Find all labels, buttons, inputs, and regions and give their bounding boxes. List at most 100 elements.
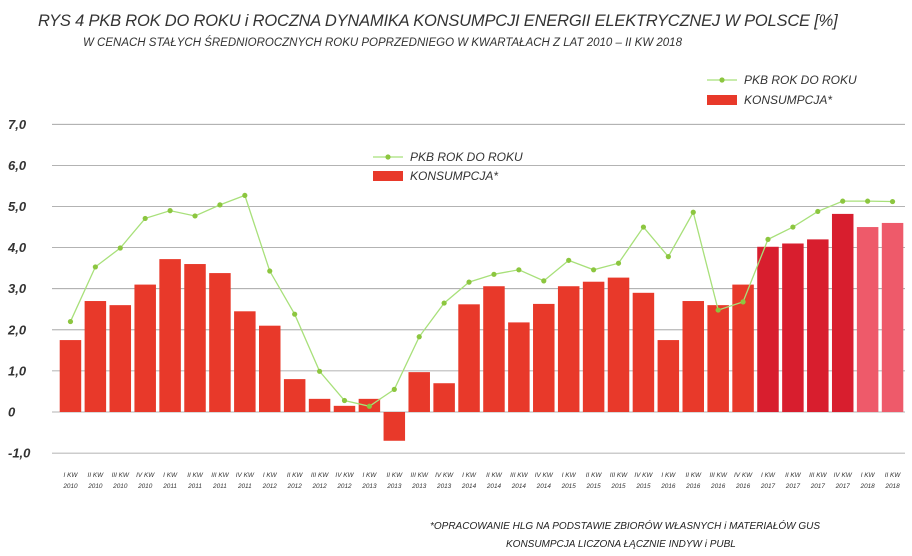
- source-note: *OPRACOWANIE HLG NA PODSTAWIE ZBIORÓW WŁ…: [430, 521, 821, 532]
- legend-bar-swatch: [707, 95, 737, 105]
- x-tick-label: 2016: [685, 483, 701, 490]
- legend-marker-swatch: [719, 77, 725, 83]
- x-tick-label: 2015: [561, 483, 577, 490]
- line-marker: [865, 198, 871, 204]
- legend-label: PKB ROK DO ROKU: [744, 73, 857, 87]
- x-tick-label: II KW: [785, 472, 802, 479]
- x-tick-label: II KW: [386, 472, 403, 479]
- x-tick-label: I KW: [362, 472, 377, 479]
- line-marker: [441, 300, 447, 306]
- line-marker: [516, 267, 522, 273]
- bar: [283, 379, 306, 412]
- bar: [782, 243, 804, 412]
- bar: [682, 301, 704, 412]
- bar: [533, 303, 555, 412]
- x-tick-label: 2010: [137, 483, 153, 490]
- x-tick-label: 2018: [884, 483, 900, 490]
- x-tick-label: III KW: [510, 472, 528, 479]
- bar: [234, 311, 256, 412]
- x-tick-label: IV KW: [634, 472, 653, 479]
- x-tick-label: IV KW: [335, 472, 354, 479]
- x-tick-label: III KW: [809, 472, 827, 479]
- line-marker: [615, 260, 622, 266]
- x-tick-label: 2015: [585, 483, 601, 490]
- x-tick-label: 2011: [162, 483, 177, 490]
- x-tick-label: 2013: [411, 483, 427, 490]
- y-tick-label: 5,0: [8, 199, 27, 214]
- x-tick-label: 2016: [660, 483, 676, 490]
- line-marker: [715, 307, 721, 313]
- x-tick-label: 2017: [760, 483, 776, 490]
- line-marker: [142, 215, 148, 222]
- y-tick-label: 4,0: [7, 240, 27, 255]
- chart-subtitle: W CENACH STAŁYCH ŚREDNIOROCZNYCH ROKU PO…: [83, 37, 682, 49]
- x-tick-label: I KW: [263, 472, 278, 479]
- x-tick-label: 2013: [361, 483, 377, 490]
- line-marker: [491, 271, 497, 277]
- legend-bar-swatch: [373, 171, 403, 181]
- bar: [383, 412, 406, 441]
- x-tick-label: II KW: [885, 472, 902, 479]
- x-tick-label: III KW: [311, 472, 329, 479]
- y-tick-label: 7,0: [8, 117, 27, 132]
- line-marker: [665, 254, 671, 260]
- bar: [259, 325, 281, 412]
- x-tick-label: 2015: [610, 483, 626, 490]
- bar: [458, 304, 480, 412]
- line-marker: [640, 224, 647, 230]
- bar: [483, 286, 505, 412]
- bar: [308, 398, 331, 412]
- line-marker: [242, 192, 248, 199]
- bar: [109, 305, 132, 412]
- x-tick-label: III KW: [709, 472, 727, 479]
- bar: [707, 305, 729, 412]
- source-note-2: KONSUMPCJA LICZONA ŁĄCZNIE INDYW i PUBL: [506, 539, 736, 550]
- line-marker: [217, 202, 223, 208]
- x-tick-label: IV KW: [435, 472, 454, 479]
- x-tick-label: I KW: [861, 472, 876, 479]
- bar: [408, 372, 430, 412]
- line-marker: [765, 236, 771, 242]
- x-tick-label: 2014: [486, 483, 502, 490]
- x-tick-label: II KW: [586, 472, 603, 479]
- line-marker: [740, 299, 746, 305]
- x-tick-label: IV KW: [834, 472, 853, 479]
- y-tick-label: -1,0: [8, 446, 31, 461]
- x-tick-label: 2018: [860, 483, 876, 490]
- y-tick-label: 1,0: [8, 363, 27, 378]
- y-tick-label: 3,0: [8, 281, 27, 296]
- line-marker: [292, 311, 298, 317]
- x-tick-label: 2010: [112, 483, 128, 490]
- bar: [508, 322, 530, 412]
- line-marker: [341, 397, 348, 404]
- line-marker: [67, 318, 74, 325]
- bar: [582, 281, 605, 412]
- line-marker: [366, 403, 372, 409]
- x-tick-label: 2012: [262, 483, 278, 490]
- bar: [333, 405, 356, 412]
- x-tick-label: IV KW: [236, 472, 255, 479]
- x-tick-label: IV KW: [535, 472, 554, 479]
- x-tick-label: 2013: [386, 483, 402, 490]
- legend-label: KONSUMPCJA*: [410, 169, 498, 183]
- x-tick-label: II KW: [88, 472, 105, 479]
- series-line: [69, 194, 893, 407]
- line-marker: [466, 279, 472, 285]
- x-tick-label: II KW: [287, 472, 304, 479]
- x-tick-label: 2017: [810, 483, 826, 490]
- line-marker: [117, 245, 123, 251]
- line-marker: [690, 209, 696, 215]
- line-marker: [566, 257, 572, 263]
- y-tick-label: 6,0: [8, 158, 27, 173]
- x-tick-label: 2010: [87, 483, 103, 490]
- x-tick-label: IV KW: [734, 472, 753, 479]
- y-tick-label: 2,0: [7, 322, 27, 337]
- legend-label: PKB ROK DO ROKU: [410, 150, 523, 164]
- x-tick-label: I KW: [761, 472, 776, 479]
- x-tick-label: I KW: [163, 472, 178, 479]
- line-marker: [889, 198, 896, 205]
- x-tick-label: 2017: [785, 483, 801, 490]
- x-tick-label: 2016: [710, 483, 726, 490]
- x-tick-label: 2012: [336, 483, 352, 490]
- x-tick-label: III KW: [610, 472, 628, 479]
